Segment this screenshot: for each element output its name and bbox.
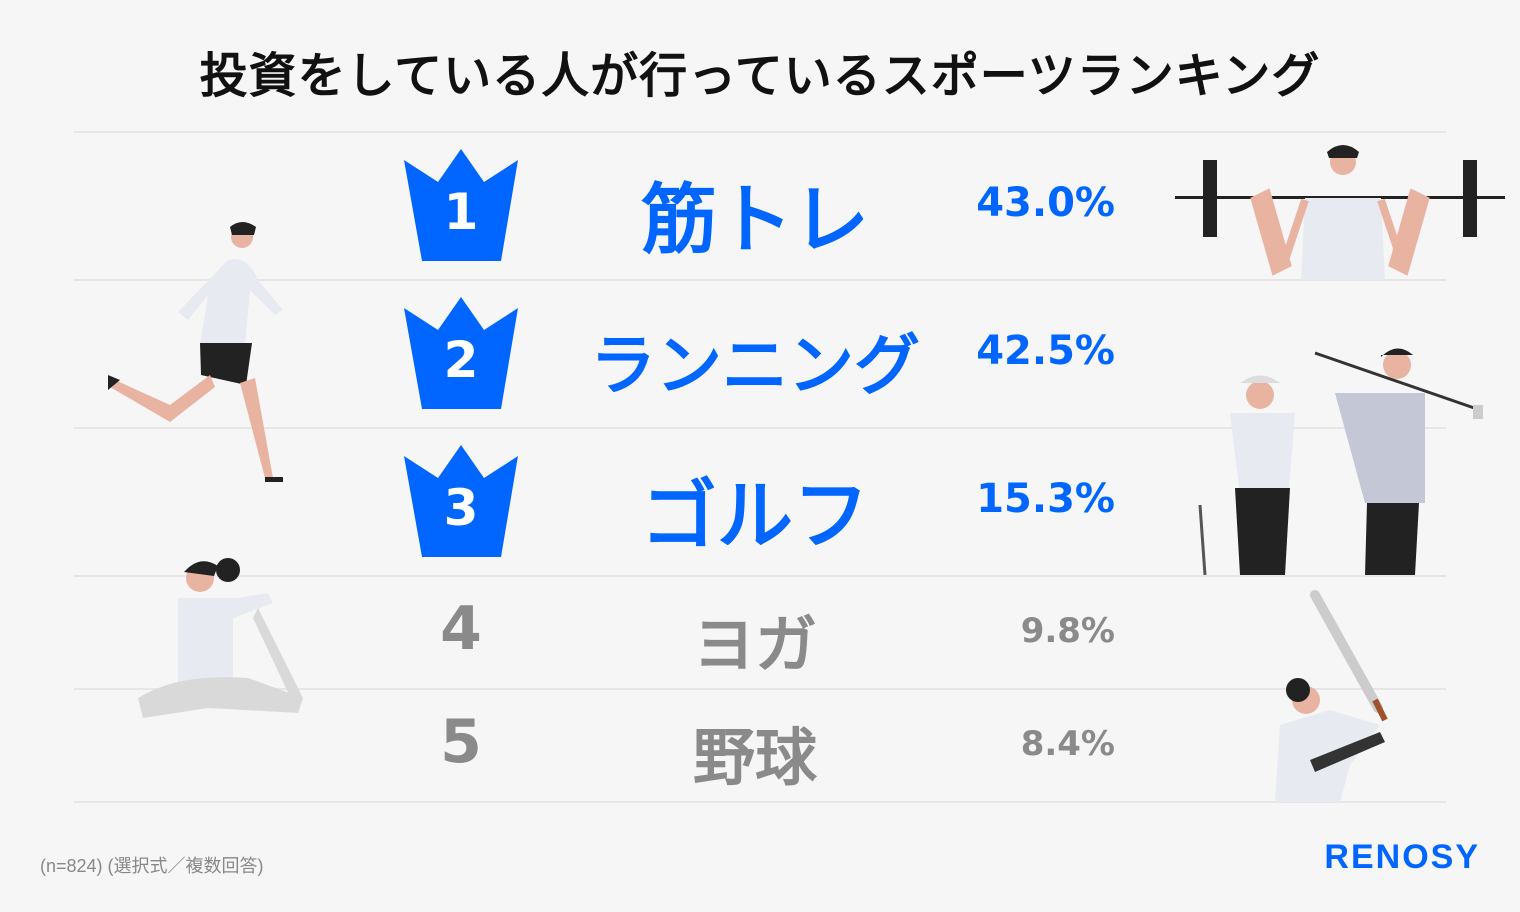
page-title: 投資をしている人が行っているスポーツランキング [199, 48, 1321, 104]
rank-number: 4 [440, 594, 482, 664]
crown-icon [404, 149, 518, 261]
crown-icon [404, 445, 518, 557]
sport-name: ゴルフ [641, 470, 869, 560]
sport-name: 筋トレ [641, 174, 869, 264]
percentage-value: 43.0% [976, 180, 1115, 227]
baseball-illustration [1275, 590, 1388, 802]
sport-name: 野球 [692, 720, 817, 794]
percentage-value: 8.4% [1020, 723, 1115, 764]
footnote: (n=824) (選択式／複数回答) [40, 856, 264, 876]
percentage-value: 9.8% [1020, 610, 1115, 651]
row-divider [74, 427, 1446, 429]
row-divider [74, 688, 1446, 690]
yoga-illustration [138, 558, 303, 718]
rank-number: 3 [443, 479, 479, 537]
sport-name: ランニング [590, 327, 920, 405]
rank-number: 5 [440, 707, 482, 777]
golfers-illustration [1198, 348, 1483, 575]
row-divider [74, 801, 1446, 803]
percentage-value: 42.5% [976, 328, 1115, 375]
row-divider [74, 279, 1446, 281]
weightlifter-illustration [1175, 145, 1505, 280]
crown-icon [404, 297, 518, 409]
renosy-logo: RENOSY [1324, 838, 1480, 876]
rank-number: 1 [443, 183, 479, 241]
percentage-value: 15.3% [976, 476, 1115, 523]
row-divider [74, 575, 1446, 577]
row-divider [74, 131, 1446, 133]
sport-name: ヨガ [692, 607, 817, 681]
rank-number: 2 [443, 331, 479, 389]
runner-illustration [108, 222, 283, 482]
